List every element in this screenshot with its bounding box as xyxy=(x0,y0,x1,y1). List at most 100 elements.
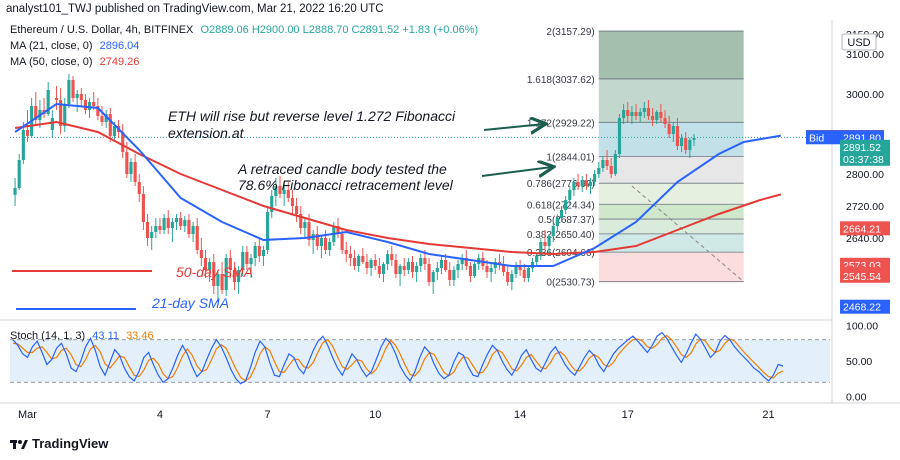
candle-body xyxy=(568,190,572,200)
candle-body xyxy=(96,106,100,116)
symbol-legend: Ethereum / U.S. Dollar, 4h, BITFINEX O28… xyxy=(10,24,478,36)
price-badge-label: Bid xyxy=(809,132,824,144)
candle-body xyxy=(245,252,249,264)
candle-body xyxy=(71,80,75,98)
candle-body xyxy=(241,252,245,270)
candle-body xyxy=(617,118,622,154)
candle-body xyxy=(319,238,323,246)
fib-zone xyxy=(598,233,744,253)
candle-body xyxy=(506,272,510,282)
annotation-2-line-1: A retraced candle body tested the xyxy=(237,161,447,177)
fib-level-label: 1.618(3037.62) xyxy=(527,75,595,86)
candle-body xyxy=(419,258,423,266)
annotation-1-line-1: ETH will rise but reverse level 1.272 Fi… xyxy=(168,108,456,124)
fib-zone xyxy=(598,156,744,184)
annotation-2-line-2: 78.6% Fibonacci retracement level xyxy=(238,177,454,193)
stoch-label: Stoch (14, 1, 3) xyxy=(10,330,86,342)
candle-body xyxy=(278,186,282,194)
candle-body xyxy=(253,246,257,258)
candle-body xyxy=(584,180,588,186)
candle-body xyxy=(150,232,154,238)
candle-body xyxy=(493,262,497,268)
candle-body xyxy=(667,124,671,134)
candle-body xyxy=(216,274,220,286)
stoch-d-value: 33.46 xyxy=(126,330,154,342)
candle-body xyxy=(605,160,609,166)
candle-body xyxy=(386,254,390,264)
candle-body xyxy=(439,260,444,268)
candle-body xyxy=(406,262,410,270)
candle-body xyxy=(220,274,224,290)
candle-body xyxy=(237,270,241,282)
candle-body xyxy=(274,186,278,196)
candle-body xyxy=(444,260,448,270)
candle-body xyxy=(286,190,290,198)
candle-body xyxy=(79,94,83,100)
tradingview-logo-text: TradingView xyxy=(32,436,109,451)
candle-body xyxy=(295,206,299,214)
candle-body xyxy=(307,222,311,240)
candle-body xyxy=(514,266,518,274)
stoch-k-value: 43.11 xyxy=(92,330,119,342)
candle-body xyxy=(622,110,626,118)
candle-body xyxy=(191,226,195,234)
candle-body xyxy=(671,126,675,134)
tradingview-logo-icon xyxy=(10,439,28,449)
fib-level-label: 2(3157.29) xyxy=(546,27,594,38)
price-tick: 2720.00 xyxy=(846,201,884,213)
candle-body xyxy=(398,266,402,274)
stoch-tick: 50.00 xyxy=(846,356,872,368)
tradingview-logo[interactable]: TradingView xyxy=(10,436,108,451)
candle-body xyxy=(464,258,468,266)
candle-body xyxy=(365,262,369,268)
time-tick: 4 xyxy=(157,409,163,421)
annotation-21-day-sma: 21-day SMA xyxy=(151,295,229,311)
ma21-legend: MA (21, close, 0) 2896.04 xyxy=(10,40,139,52)
candle-body xyxy=(435,268,439,272)
candle-body xyxy=(651,116,655,120)
annotation-arrow-2 xyxy=(481,167,552,176)
candle-body xyxy=(518,266,522,270)
candle-body xyxy=(108,114,112,136)
candle-body xyxy=(510,274,514,282)
stoch-tick: 100.00 xyxy=(846,321,878,333)
candle-body xyxy=(328,242,332,250)
fib-level-label: 0(2530.73) xyxy=(546,278,594,289)
candle-body xyxy=(692,138,696,140)
currency-badge-label: USD xyxy=(847,37,870,49)
currency-badge: USD xyxy=(841,33,877,51)
candle-body xyxy=(290,198,295,206)
candle-body xyxy=(473,264,477,276)
candle-body xyxy=(576,182,580,186)
ma50-value: 2749.26 xyxy=(99,56,140,68)
candle-body xyxy=(373,260,377,266)
annotation-1-line-2: extension.at xyxy=(168,125,245,141)
candle-body xyxy=(547,236,551,246)
fib-zone xyxy=(598,204,744,220)
candle-body xyxy=(199,250,203,258)
fib-zone xyxy=(598,122,744,157)
candle-body xyxy=(394,260,398,274)
candle-body xyxy=(13,188,17,195)
time-tick: 10 xyxy=(369,409,381,421)
candle-body xyxy=(357,256,361,266)
candle-body xyxy=(34,106,38,120)
candle-body xyxy=(609,166,613,174)
currency-badge-box xyxy=(841,33,877,51)
ma21-value: 2896.04 xyxy=(99,40,140,52)
candle-body xyxy=(299,214,303,228)
fib-zone xyxy=(598,252,744,282)
fib-trend-line xyxy=(631,185,744,283)
candle-body xyxy=(489,268,493,272)
price-badge-value: 2891.52 xyxy=(843,142,881,154)
candle-body xyxy=(162,218,166,230)
candle-body xyxy=(50,118,54,130)
candle-body xyxy=(21,130,25,160)
price-badge-value: 2545.54 xyxy=(843,271,881,283)
candle-body xyxy=(141,194,145,222)
candle-body xyxy=(448,270,452,280)
candle-body xyxy=(261,250,266,256)
price-badge xyxy=(840,221,890,236)
ma21-label: MA (21, close, 0) xyxy=(10,40,93,52)
